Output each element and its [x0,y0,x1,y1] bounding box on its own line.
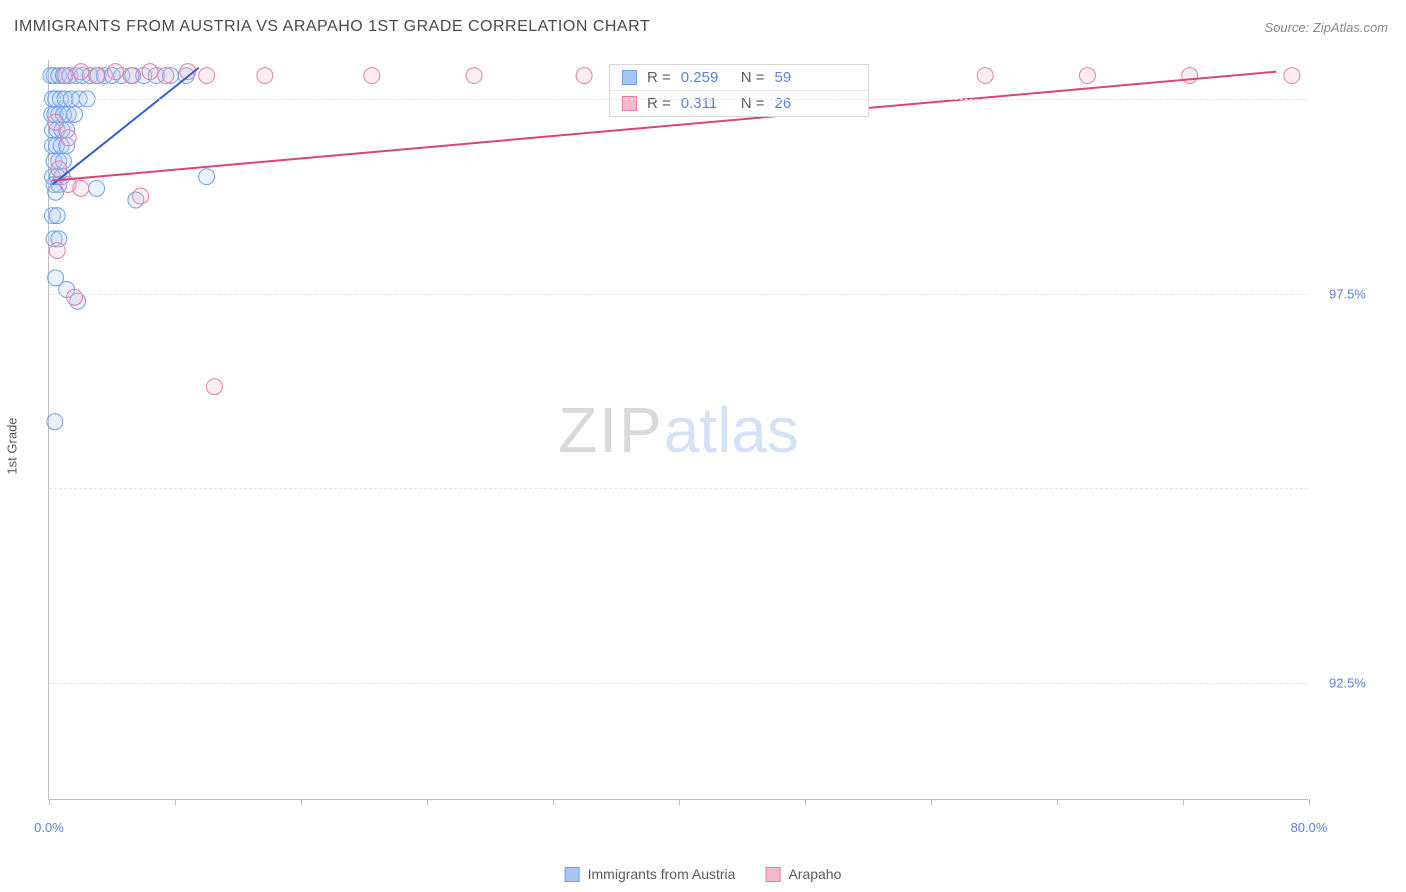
scatter-point [89,180,105,196]
n-label: N = [741,95,765,112]
x-tick [1183,799,1184,805]
scatter-point [257,68,273,84]
legend-item: Arapaho [765,866,841,882]
x-tick [427,799,428,805]
scatter-point [67,289,83,305]
x-tick [1309,799,1310,805]
n-label: N = [741,69,765,86]
scatter-point [73,64,89,80]
scatter-point [49,208,65,224]
chart-title: IMMIGRANTS FROM AUSTRIA VS ARAPAHO 1ST G… [14,18,650,36]
scatter-point [199,68,215,84]
scatter-point [158,68,174,84]
scatter-point [1182,68,1198,84]
x-tick [301,799,302,805]
plot-area: ZIPatlas R =0.259N =59R =0.311N =26 92.5… [48,60,1308,800]
stats-row: R = 0.311 N = 26 [610,91,868,116]
gridline [49,99,1308,100]
scatter-point [67,106,83,122]
scatter-point [207,379,223,395]
x-tick [931,799,932,805]
y-tick-label: 97.5% [1329,286,1366,301]
y-tick-label: 92.5% [1329,676,1366,691]
y-axis-label: 1st Grade [5,417,20,474]
legend-item: Immigrants from Austria [565,866,736,882]
scatter-point [89,68,105,84]
scatter-point [73,180,89,196]
gridline [49,294,1308,295]
r-value: 0.259 [681,69,731,86]
legend-label: Arapaho [788,866,841,882]
x-tick-label: 0.0% [34,820,64,835]
gridline [49,683,1308,684]
x-tick-label: 80.0% [1291,820,1328,835]
scatter-point [57,68,73,84]
x-tick [49,799,50,805]
n-value: 59 [775,69,792,86]
scatter-point [466,68,482,84]
scatter-point [47,414,63,430]
scatter-point [1284,68,1300,84]
r-value: 0.311 [681,95,731,112]
x-tick [1057,799,1058,805]
x-tick [805,799,806,805]
scatter-point [1079,68,1095,84]
scatter-point [133,188,149,204]
scatter-point [576,68,592,84]
scatter-point [60,130,76,146]
chart-svg [49,60,1308,799]
legend-swatch [765,867,780,882]
series-swatch [622,70,637,85]
correlation-stats-box: R = 0.259 N = 59 R = 0.311 N = 26 [609,64,869,117]
n-value: 26 [775,95,792,112]
x-tick [553,799,554,805]
source-label: Source: ZipAtlas.com [1264,20,1388,35]
r-label: R = [647,95,671,112]
scatter-point [199,169,215,185]
stats-row: R = 0.259 N = 59 [610,65,868,91]
scatter-point [977,68,993,84]
scatter-point [48,114,64,130]
gridline [49,488,1308,489]
legend-swatch [565,867,580,882]
plot-container: ZIPatlas R =0.259N =59R =0.311N =26 92.5… [48,60,1308,800]
trend-line [52,68,198,185]
scatter-point [364,68,380,84]
legend-label: Immigrants from Austria [588,866,736,882]
scatter-point [49,243,65,259]
scatter-point [142,64,158,80]
x-tick [679,799,680,805]
scatter-point [107,64,123,80]
r-label: R = [647,69,671,86]
scatter-point [123,68,139,84]
x-tick [175,799,176,805]
legend-bottom: Immigrants from Austria Arapaho [565,866,842,882]
